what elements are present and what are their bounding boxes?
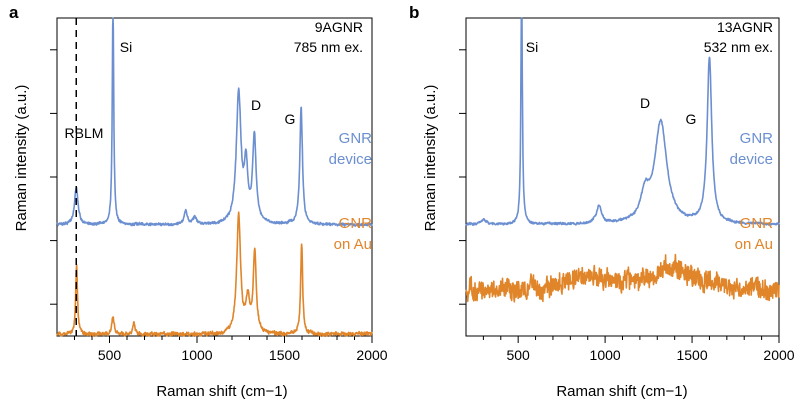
panel-b-annotation-line-2: 532 nm ex. (704, 39, 773, 55)
panel-b-annotation-line-1: 13AGNR (717, 19, 773, 35)
series-line-device (56, 17, 373, 227)
panel-b-letter: b (409, 3, 419, 22)
series-line-device (465, 17, 780, 226)
panel-a-letter: a (9, 3, 19, 22)
panel-a-device-label-1: GNR (339, 130, 373, 147)
x-tick-label: 500 (506, 347, 530, 363)
panel-b-au-label-2: on Au (735, 236, 773, 253)
panel-a-device-label-2: device (329, 151, 372, 168)
x-tick-label: 2000 (763, 347, 794, 363)
panel-b-ylabel: Raman intensity (a.u.) (422, 85, 439, 232)
panel-a-frame (56, 17, 373, 337)
x-tick-label: 1000 (590, 347, 621, 363)
x-tick-label: 500 (98, 347, 122, 363)
panel-a-peak-g: G (285, 111, 296, 127)
panel-a-plot: 500 1000 1500 2000 (50, 17, 388, 363)
panel-a-au-label-1: GNR (339, 215, 373, 232)
x-tick-label: 1500 (269, 347, 300, 363)
x-tick-label: 1500 (676, 347, 707, 363)
panel-a-xlabel: Raman shift (cm−1) (156, 383, 287, 400)
panel-a-annotation-line-2: 785 nm ex. (294, 39, 363, 55)
panel-b-device-label-2: device (730, 151, 773, 168)
panel-a-peak-rblm: RBLM (65, 125, 104, 141)
panel-b-peak-si: Si (526, 39, 538, 55)
panel-b: b Raman intensity (a.u.) 500 1000 1500 2000… (409, 3, 795, 400)
panel-a-annotation-line-1: 9AGNR (315, 19, 363, 35)
panel-b-peak-g: G (686, 111, 697, 127)
panel-b-peak-d: D (640, 95, 650, 111)
panel-b-device-label-1: GNR (740, 130, 774, 147)
panel-b-plot: 500 1000 1500 2000 (459, 17, 795, 363)
panel-b-au-label-1: GNR (740, 215, 774, 232)
panel-a-peak-d: D (251, 97, 261, 113)
panel-b-xlabel: Raman shift (cm−1) (556, 383, 687, 400)
panel-a-ylabel: Raman intensity (a.u.) (13, 85, 30, 232)
panel-a-peak-si: Si (120, 39, 132, 55)
series-line-au (465, 253, 780, 303)
panel-a-au-label-2: on Au (334, 236, 372, 253)
x-tick-label: 1000 (181, 347, 212, 363)
panel-a: a Raman intensity (a.u.) 500 1000 1500 2000… (9, 3, 388, 400)
series-line-au (56, 211, 373, 337)
x-tick-label: 2000 (356, 347, 387, 363)
